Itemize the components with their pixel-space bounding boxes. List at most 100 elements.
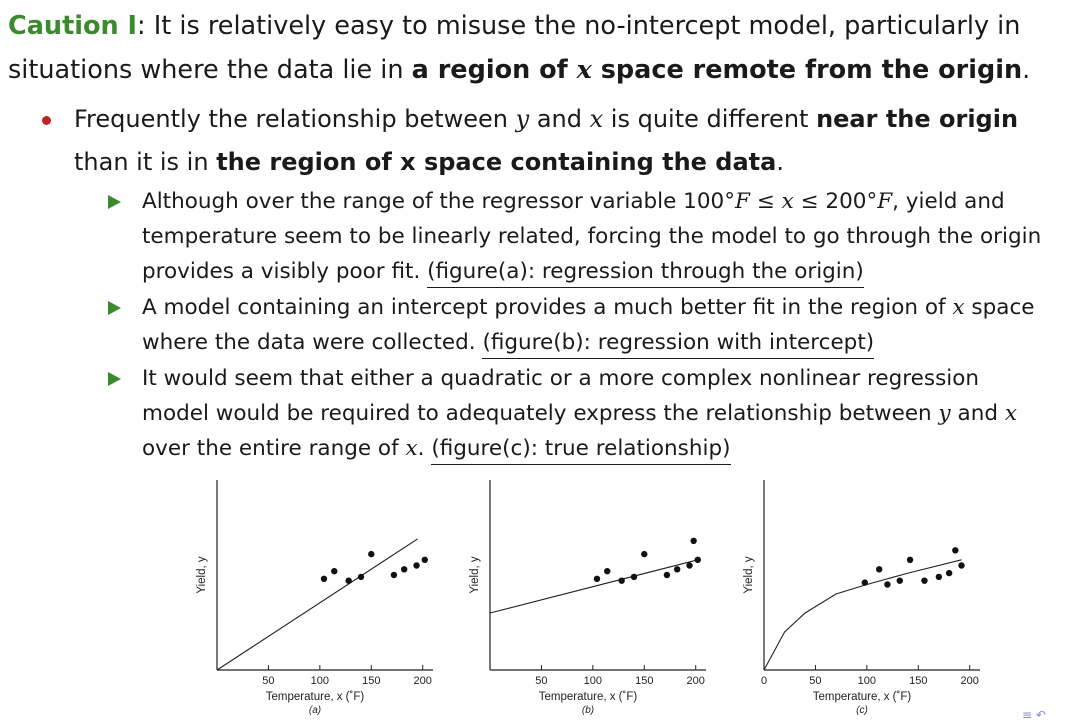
data-point [593, 575, 601, 582]
data-point [320, 575, 328, 582]
data-point [390, 571, 398, 579]
x-tick-label: 100 [584, 675, 602, 687]
heading-text: : It is relatively easy to misuse the no… [8, 11, 1021, 85]
sub1-text: Although over the range of the regressor… [142, 189, 735, 214]
data-point [921, 577, 928, 584]
heading-emphasis: a region of [411, 55, 577, 85]
x-tick-label: 200 [687, 675, 705, 687]
sub1-math-f: F [734, 189, 750, 214]
data-point [345, 577, 352, 584]
beamer-nav-icons[interactable]: ≡ ↶ [1022, 708, 1046, 722]
chart-a: 50 100 150 200 Temperature, x (˚F) Yield, y (a… [196, 480, 433, 716]
data-point [331, 568, 338, 575]
sub-bullet-marker-3 [108, 372, 121, 386]
bullet-emphasis: near the origin [816, 105, 1019, 133]
data-point [861, 579, 868, 586]
heading: Caution I: It is relatively easy to misu… [8, 4, 1083, 92]
x-axis-label: Temperature, x (˚F) [813, 691, 912, 703]
figure-c-link[interactable]: (figure(c): true relationship) [431, 434, 731, 465]
sub3-text: It would seem that either a quadratic or… [142, 366, 980, 426]
sub1-text-2: 200° [825, 189, 878, 214]
data-point [401, 566, 408, 573]
fit-line [216, 538, 418, 671]
data-point [421, 556, 428, 563]
panel-label: (c) [856, 705, 868, 716]
x-tick-label: 150 [909, 675, 927, 687]
data-point [357, 573, 365, 581]
data-point [674, 566, 681, 573]
sub-bullet-3: It would seem that either a quadratic or… [142, 361, 1042, 466]
bullet-period: . [776, 148, 784, 176]
sub-bullet-marker-2 [108, 301, 121, 315]
bullet-var-x: x [589, 105, 604, 133]
data-point [368, 550, 375, 558]
sub1-math-range: ≤ x ≤ [749, 189, 826, 214]
sub1-math-f-2: F [877, 189, 893, 214]
data-point [690, 537, 697, 544]
data-point [935, 573, 943, 581]
figure-a-link[interactable]: (figure(a): regression through the origi… [427, 257, 864, 288]
sub-bullet-2: A model containing an intercept provides… [142, 290, 1042, 360]
sub-bullet-marker-1 [108, 195, 121, 209]
chart-c: 0 50 100 150 200 Temperature, x (˚F) Yield, y (… [743, 480, 980, 716]
bullet-var-y: y [515, 105, 530, 133]
data-point [884, 581, 891, 588]
data-point [958, 562, 965, 569]
sub3-text-2: and [950, 401, 1005, 426]
bullet-dot [42, 116, 51, 125]
fit-line [763, 559, 962, 671]
panel-label: (b) [582, 705, 594, 716]
sub-bullet-1: Although over the range of the regressor… [142, 184, 1042, 289]
x-axis-label: Temperature, x (˚F) [539, 691, 638, 703]
figure-b-link[interactable]: (figure(b): regression with intercept) [482, 328, 875, 359]
data-point [413, 562, 420, 569]
sub1-text-3: , yield and temperature seem to be linea… [142, 189, 1042, 284]
x-tick-label: 100 [858, 675, 876, 687]
caution-label: Caution I [8, 11, 138, 41]
x-tick-label: 100 [311, 675, 329, 687]
sub2-text-2: space where the data were collected. [142, 295, 1035, 355]
data-point [604, 568, 611, 575]
sub3-var-x-2: x [405, 436, 418, 461]
heading-emphasis-2: space remote from the origin [591, 55, 1023, 85]
heading-var-x: x [576, 55, 592, 85]
x-tick-label: 150 [635, 675, 653, 687]
x-tick-label: 200 [961, 675, 979, 687]
x-tick-label: 50 [809, 675, 821, 687]
bullet-text-4: than it is in [74, 148, 217, 176]
x-tick-label: 0 [761, 675, 767, 687]
data-point [663, 571, 671, 579]
chart-b: 50 100 150 200 Temperature, x (˚F) Yield, y (b… [469, 480, 706, 716]
x-tick-label: 50 [535, 675, 547, 687]
data-point [945, 569, 953, 577]
data-point [641, 550, 648, 558]
y-axis-label: Yield, y [743, 556, 755, 594]
bullet-text-3: is quite different [603, 105, 817, 133]
sub3-var-y: y [938, 401, 951, 426]
data-point [896, 577, 903, 584]
x-tick-label: 150 [362, 675, 380, 687]
data-point [630, 573, 638, 581]
y-axis-label: Yield, y [196, 556, 208, 594]
data-point [906, 556, 914, 563]
main-bullet: Frequently the relationship between y an… [74, 98, 1074, 184]
x-axis-label: Temperature, x (˚F) [266, 691, 365, 703]
bullet-text: Frequently the relationship between [74, 105, 516, 133]
sub3-text-3: over the entire range of [142, 436, 406, 461]
data-point [618, 577, 625, 584]
heading-period: . [1022, 55, 1031, 85]
data-point [686, 562, 693, 569]
x-tick-label: 200 [414, 675, 432, 687]
bullet-text-2: and [529, 105, 590, 133]
y-axis-label: Yield, y [469, 556, 481, 594]
x-tick-label: 50 [262, 675, 274, 687]
data-point [952, 547, 959, 554]
panel-label: (a) [309, 705, 321, 716]
data-point [694, 556, 701, 563]
sub2-var-x: x [952, 295, 965, 320]
sub3-text-4: . [417, 436, 432, 461]
fit-line [489, 559, 698, 614]
data-point [876, 566, 883, 573]
bullet-emphasis-2: the region of x space containing the dat… [216, 148, 777, 176]
sub3-var-x: x [1004, 401, 1017, 426]
